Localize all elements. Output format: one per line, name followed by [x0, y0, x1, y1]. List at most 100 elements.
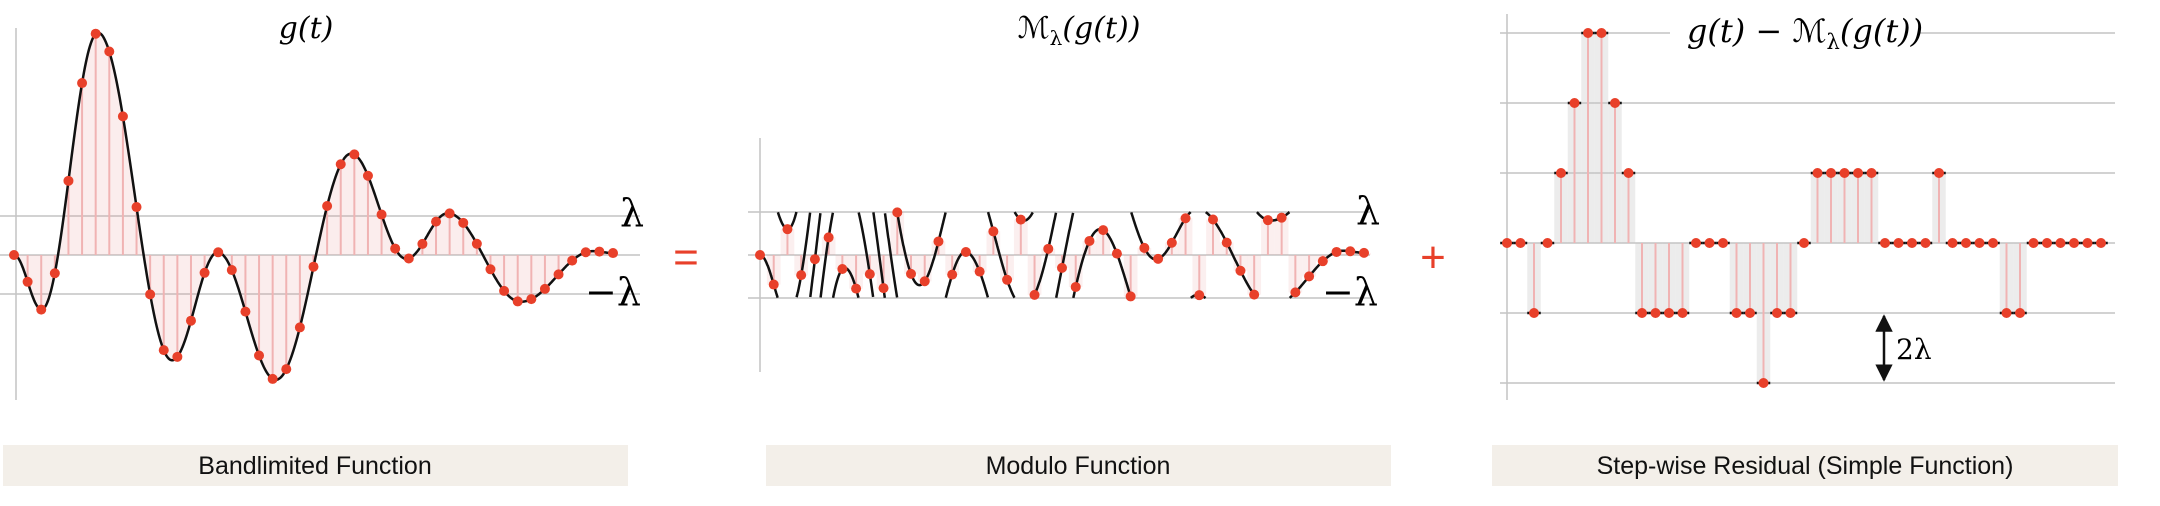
- sample: [1345, 246, 1356, 257]
- sample: [49, 268, 60, 279]
- area: [14, 32, 613, 380]
- sample: [444, 208, 455, 219]
- sample: [1098, 225, 1109, 236]
- sample: [1745, 308, 1755, 318]
- sample: [9, 250, 19, 260]
- sample: [1974, 238, 1985, 248]
- sample: [1596, 28, 1607, 38]
- operator: +: [1420, 233, 1446, 282]
- sample: [254, 350, 265, 361]
- sample: [2015, 308, 2025, 318]
- sample: [1812, 168, 1823, 178]
- sample: [1731, 308, 1742, 318]
- sample: [594, 246, 605, 257]
- sample: [362, 170, 373, 181]
- sample: [335, 159, 346, 170]
- level-label: λ: [1356, 189, 1380, 233]
- sample: [417, 238, 428, 249]
- sample: [226, 265, 237, 276]
- sample: [2001, 308, 2012, 318]
- sample: [906, 268, 916, 279]
- sample: [567, 255, 578, 266]
- sample: [1002, 274, 1013, 285]
- sample: [1331, 246, 1342, 257]
- sample: [322, 200, 333, 211]
- sample: [1718, 238, 1728, 248]
- sample: [553, 269, 564, 280]
- sample: [1853, 168, 1863, 178]
- sample: [1677, 308, 1688, 318]
- sample: [960, 247, 971, 258]
- sample: [1637, 308, 1647, 318]
- sample: [919, 276, 930, 287]
- sample: [1015, 214, 1026, 225]
- sample: [1785, 308, 1796, 318]
- sample: [539, 283, 550, 294]
- caption: Modulo Function: [986, 452, 1171, 480]
- sample: [796, 270, 807, 281]
- sample: [1276, 212, 1287, 223]
- sample: [823, 232, 834, 243]
- title-background: [1670, 8, 1920, 52]
- sample: [1556, 168, 1566, 178]
- sample: [1542, 238, 1553, 248]
- sample: [580, 247, 591, 258]
- sample: [471, 238, 482, 249]
- operator: =: [673, 233, 699, 282]
- sample: [1502, 238, 1512, 248]
- sample: [1988, 238, 1998, 248]
- sample: [947, 269, 958, 280]
- level-label: λ: [620, 191, 644, 235]
- title-argument: (g(t)): [1062, 11, 1140, 46]
- sample: [1934, 168, 1944, 178]
- sample: [1304, 271, 1315, 282]
- sample: [294, 322, 305, 333]
- sample: [1166, 237, 1177, 248]
- sample: [1893, 238, 1904, 248]
- sample: [158, 345, 169, 356]
- sample: [458, 217, 469, 228]
- sample: [2028, 238, 2039, 248]
- sample: [1704, 238, 1715, 248]
- sample: [2096, 238, 2106, 248]
- sample: [1139, 242, 1150, 253]
- sample: [281, 364, 292, 375]
- sample: [1758, 378, 1769, 388]
- sample: [63, 175, 74, 186]
- panel-title: g(t): [279, 11, 334, 46]
- sample: [1583, 28, 1593, 38]
- sample: [1290, 287, 1301, 298]
- sample: [768, 279, 779, 290]
- sample: [117, 111, 128, 122]
- title-prefix: g(t) −: [1687, 12, 1792, 50]
- sample: [308, 261, 319, 272]
- sample: [145, 289, 156, 300]
- sample: [1529, 308, 1539, 318]
- caption-box: [3, 445, 628, 486]
- sample: [1359, 247, 1369, 258]
- sample: [1262, 215, 1273, 226]
- level-label: −λ: [585, 270, 641, 314]
- sample: [1826, 168, 1836, 178]
- sample: [1866, 168, 1877, 178]
- sample: [1249, 289, 1260, 300]
- sample: [499, 285, 510, 296]
- sample: [1153, 253, 1164, 264]
- sample: [1880, 238, 1890, 248]
- title-symbol: ℳ: [1792, 12, 1826, 50]
- caption-box: [1492, 445, 2118, 486]
- sample: [809, 254, 820, 265]
- sample: [512, 296, 523, 307]
- sample: [267, 373, 278, 384]
- sample: [2082, 238, 2093, 248]
- title-subscript: λ: [1050, 26, 1063, 50]
- level-label: −λ: [1322, 270, 1378, 314]
- caption: Step-wise Residual (Simple Function): [1597, 452, 2014, 480]
- sample: [1070, 281, 1081, 292]
- sample: [1920, 238, 1931, 248]
- title-subscript: λ: [1827, 30, 1840, 54]
- sample: [1961, 238, 1971, 248]
- sample: [1907, 238, 1917, 248]
- sample: [36, 304, 47, 315]
- sample: [1691, 238, 1701, 248]
